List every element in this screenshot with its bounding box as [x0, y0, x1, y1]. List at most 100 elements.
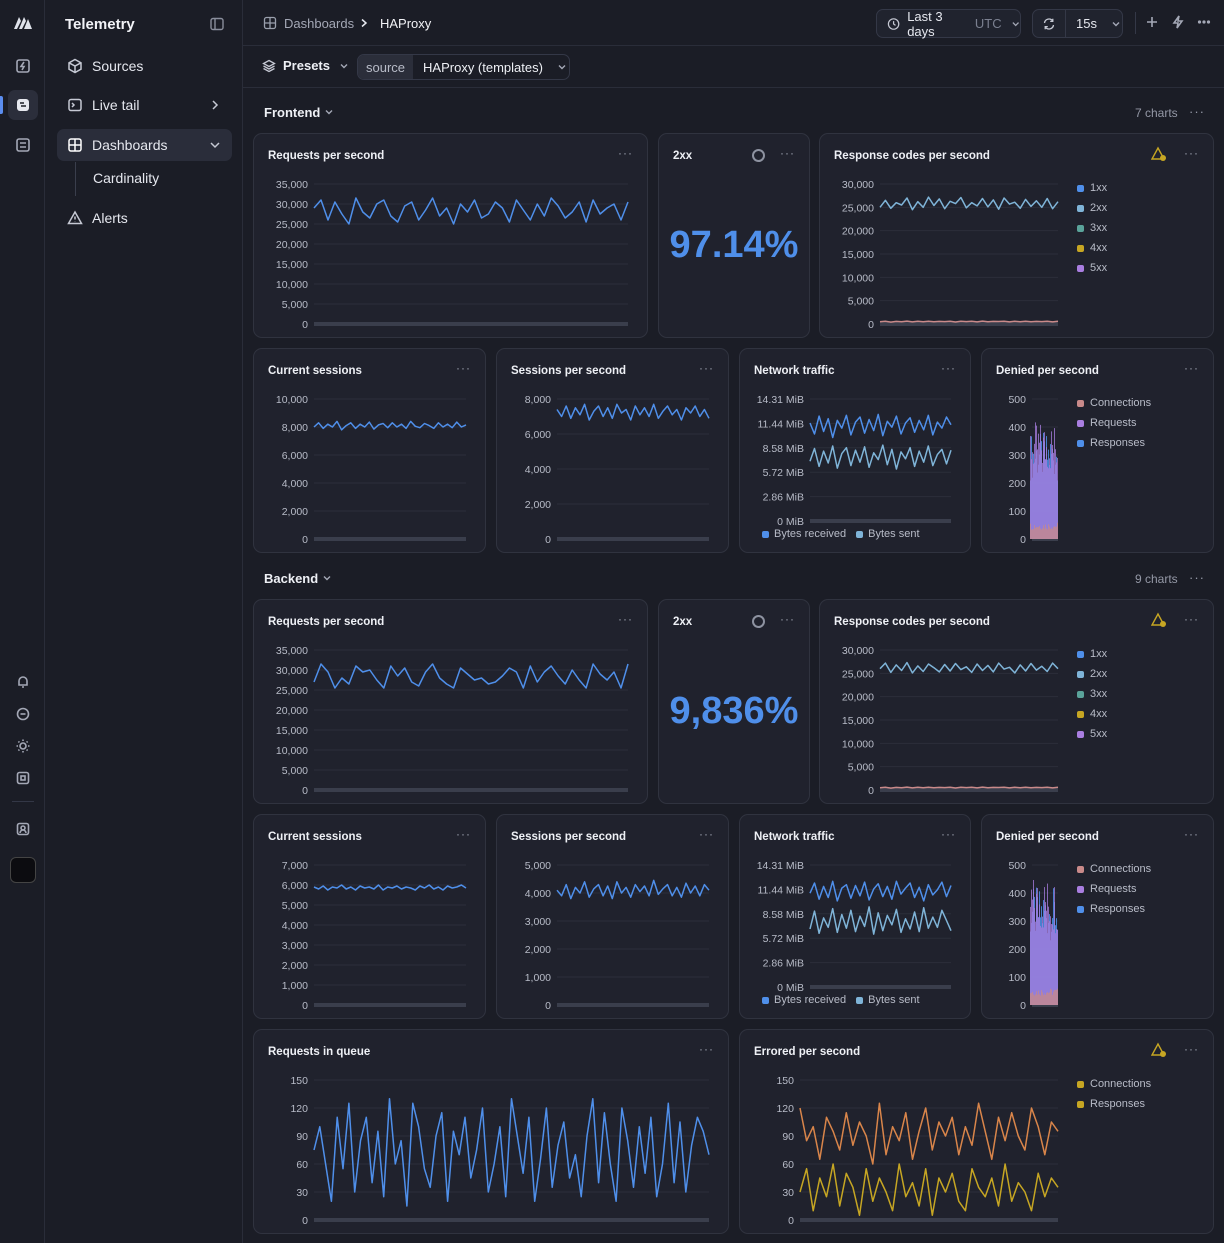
- chart-card-fe-denied[interactable]: Denied per second ··· 500 400 300 200 100 0 Conn…: [981, 348, 1214, 553]
- source-select[interactable]: source HAProxy (templates): [357, 54, 570, 80]
- legend-item[interactable]: 3xx: [1077, 684, 1107, 704]
- more-icon[interactable]: ···: [618, 146, 633, 160]
- chart-card-fe-net[interactable]: Network traffic ··· 14.31 MiB 11.44 MiB 8.58…: [739, 348, 971, 553]
- sidebar-item-dashboards[interactable]: Dashboards: [57, 129, 232, 161]
- time-range-select[interactable]: Last 3 days UTC: [876, 9, 1021, 39]
- more-icon[interactable]: ···: [780, 146, 795, 160]
- chart-card-be-codes[interactable]: Response codes per second ··· 30,000 25,000…: [819, 599, 1214, 804]
- more-icon[interactable]: ···: [699, 1042, 714, 1056]
- legend-item[interactable]: 3xx: [1077, 218, 1107, 238]
- chart-card-be-denied[interactable]: Denied per second ··· 500 400 300 200 100 0 Conn…: [981, 814, 1214, 1019]
- dashboards-icon[interactable]: [8, 130, 38, 160]
- presets-button[interactable]: Presets: [262, 58, 349, 73]
- y-tick-label: 8.58 MiB: [763, 909, 804, 921]
- legend-item[interactable]: 4xx: [1077, 238, 1107, 258]
- legend-item[interactable]: 1xx: [1077, 644, 1107, 664]
- y-tick-label: 15,000: [842, 249, 874, 261]
- chart-card-fe-rps[interactable]: Requests per second ··· 35,000 30,000 25,000…: [253, 133, 648, 338]
- command-icon[interactable]: [8, 763, 38, 793]
- chart-card-fe-2xx[interactable]: 2xx ··· 97.14%: [658, 133, 810, 338]
- legend-item[interactable]: Bytes received: [762, 528, 846, 540]
- legend-item[interactable]: Bytes sent: [856, 528, 920, 540]
- section-backend[interactable]: Backend: [264, 571, 332, 586]
- warning-icon[interactable]: [1151, 612, 1167, 628]
- y-tick-label: 30,000: [842, 645, 874, 657]
- warning-icon[interactable]: [1151, 146, 1167, 162]
- chart-card-be-2xx[interactable]: 2xx ··· 9,836%: [658, 599, 810, 804]
- chart-card-be-net[interactable]: Network traffic ··· 14.31 MiB 11.44 MiB 8.58…: [739, 814, 971, 1019]
- more-icon[interactable]: ···: [456, 827, 471, 841]
- chart-card-be-sps[interactable]: Sessions per second ··· 5,000 4,000 3,000 2,0…: [496, 814, 729, 1019]
- y-tick-label: 5,000: [282, 765, 308, 777]
- refresh-icon[interactable]: [1042, 17, 1056, 31]
- more-icon[interactable]: ···: [699, 827, 714, 841]
- bar: [1039, 994, 1040, 1005]
- more-icon[interactable]: ···: [941, 827, 956, 841]
- more-icon[interactable]: ···: [1184, 827, 1199, 841]
- legend-label: Bytes received: [774, 994, 847, 1006]
- legend-item[interactable]: 2xx: [1077, 198, 1107, 218]
- legend-item[interactable]: Connections: [1077, 393, 1151, 413]
- sidebar-item-alerts[interactable]: Alerts: [57, 202, 232, 234]
- legend-item[interactable]: Connections: [1077, 859, 1151, 879]
- chart-legend: Connections Requests Responses: [1077, 859, 1151, 919]
- more-icon[interactable]: ···: [618, 612, 633, 626]
- legend-item[interactable]: 5xx: [1077, 258, 1107, 278]
- legend-label: Responses: [1090, 1098, 1146, 1110]
- more-icon[interactable]: [1196, 14, 1214, 32]
- chart-card-be-queue[interactable]: Requests in queue ··· 150 120 90 60 30 0: [253, 1029, 729, 1234]
- theme-icon[interactable]: [8, 731, 38, 761]
- chart-card-fe-codes[interactable]: Response codes per second ··· 30,000 25,000…: [819, 133, 1214, 338]
- breadcrumb-root[interactable]: Dashboards: [284, 16, 355, 31]
- legend-item[interactable]: Bytes sent: [856, 994, 920, 1006]
- chart-card-be-rps[interactable]: Requests per second ··· 35,000 30,000 25,000…: [253, 599, 648, 804]
- legend-item[interactable]: Responses: [1077, 1094, 1151, 1114]
- bar: [1038, 433, 1039, 539]
- logo-icon[interactable]: [12, 13, 34, 31]
- more-icon[interactable]: ···: [1184, 146, 1199, 160]
- more-icon[interactable]: ···: [941, 361, 956, 375]
- more-icon[interactable]: ···: [699, 361, 714, 375]
- notifications-icon[interactable]: [8, 667, 38, 697]
- user-icon[interactable]: [8, 814, 38, 844]
- chart-card-fe-cur[interactable]: Current sessions ··· 10,000 8,000 6,000 4,000…: [253, 348, 486, 553]
- chat-icon[interactable]: [8, 699, 38, 729]
- legend-item[interactable]: Responses: [1077, 899, 1151, 919]
- more-icon[interactable]: ···: [1184, 361, 1199, 375]
- series-line: [799, 1102, 1059, 1165]
- lightning-icon[interactable]: [1170, 14, 1188, 32]
- lightning-icon[interactable]: [8, 51, 38, 81]
- legend-item[interactable]: Bytes received: [762, 994, 846, 1006]
- section-frontend[interactable]: Frontend: [264, 105, 334, 120]
- bar: [1049, 921, 1050, 1005]
- bar: [1040, 925, 1041, 1005]
- chart-card-be-cur[interactable]: Current sessions ··· 7,000 6,000 5,000 4,000 3…: [253, 814, 486, 1019]
- legend-item[interactable]: Connections: [1077, 1074, 1151, 1094]
- more-icon[interactable]: ···: [780, 612, 795, 626]
- sidebar-item-cardinality[interactable]: Cardinality: [93, 170, 160, 186]
- add-icon[interactable]: [1144, 14, 1162, 32]
- legend-item[interactable]: Requests: [1077, 879, 1151, 899]
- section-more-icon[interactable]: ···: [1189, 570, 1205, 585]
- sidebar-item-live-tail[interactable]: Live tail: [57, 89, 232, 121]
- avatar[interactable]: [10, 857, 36, 883]
- legend-item[interactable]: 1xx: [1077, 178, 1107, 198]
- y-tick-label: 10,000: [842, 272, 874, 284]
- legend-item[interactable]: 2xx: [1077, 664, 1107, 684]
- more-icon[interactable]: ···: [1184, 1042, 1199, 1056]
- legend-item[interactable]: Requests: [1077, 413, 1151, 433]
- more-icon[interactable]: ···: [456, 361, 471, 375]
- live-tail-icon[interactable]: [8, 90, 38, 120]
- more-icon[interactable]: ···: [1184, 612, 1199, 626]
- chart-card-fe-sps[interactable]: Sessions per second ··· 8,000 6,000 4,000 2,0…: [496, 348, 729, 553]
- chart-card-be-err[interactable]: Errored per second ··· 150 120 90 60 30 0 Connec…: [739, 1029, 1214, 1234]
- legend-item[interactable]: Responses: [1077, 433, 1151, 453]
- legend-item[interactable]: 5xx: [1077, 724, 1107, 744]
- sidebar-item-sources[interactable]: Sources: [57, 50, 232, 82]
- section-more-icon[interactable]: ···: [1189, 104, 1205, 119]
- legend-item[interactable]: 4xx: [1077, 704, 1107, 724]
- warning-icon[interactable]: [1151, 1042, 1167, 1058]
- sidebar-collapse-icon[interactable]: [209, 16, 225, 32]
- y-tick-label: 500: [1008, 860, 1026, 872]
- refresh-control[interactable]: 15s: [1032, 9, 1123, 38]
